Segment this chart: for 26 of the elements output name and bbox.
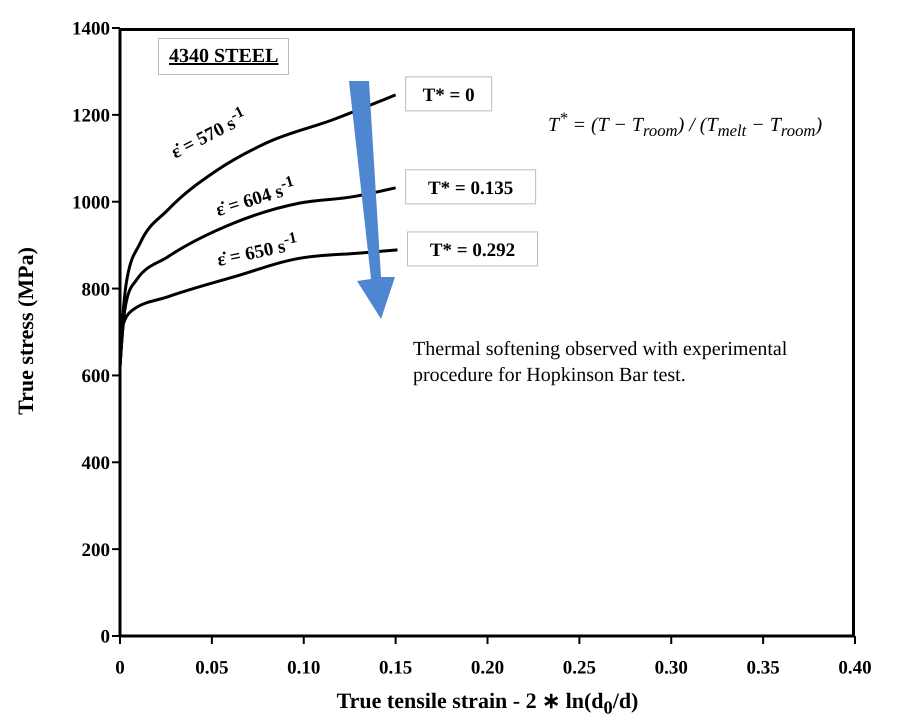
y-tick-label: 800: [82, 279, 110, 300]
series-label: T* = 0.135: [428, 178, 514, 199]
y-tick-label: 200: [82, 540, 110, 561]
annotation: ε̇ = 650 s$^{-1}$: [215, 229, 300, 272]
y-axis-title: True stress (MPa): [13, 247, 38, 415]
annotation: Thermal softening observed with experimental procedure for Hopkinson Bar test.: [413, 338, 788, 386]
x-tick-label: 0.20: [470, 657, 504, 678]
y-tick-label: 1200: [72, 106, 110, 127]
series-label: T* = 0.292: [430, 240, 516, 261]
text: T$^{*}$ = (T − T$_{room}$) / (T$_{melt}$ − T$_{room}$): [548, 108, 822, 140]
x-tick-label: 0.40: [838, 657, 872, 678]
series-label: T* = 0: [422, 84, 475, 106]
x-tick-label: 0.30: [654, 657, 688, 678]
x-tick-label: 0.15: [379, 657, 412, 678]
x-tick-label: 0.05: [195, 657, 228, 678]
x-tick-label: 0.10: [287, 657, 320, 678]
x-tick-label: 0: [115, 657, 125, 678]
y-tick-label: 0: [100, 626, 110, 648]
y-tick-label: 400: [82, 453, 110, 474]
y-tick-label: 1000: [72, 192, 110, 214]
x-axis-title: True tensile strain - 2 ∗ ln(d$_{0}$/d): [336, 688, 638, 718]
x-tick-label: 0.25: [562, 657, 596, 678]
x-tick-label: 0.35: [746, 657, 780, 678]
y-tick-label: 1400: [72, 18, 110, 40]
text: 4340 STEEL: [169, 45, 278, 67]
y-tick-label: 600: [82, 366, 110, 388]
